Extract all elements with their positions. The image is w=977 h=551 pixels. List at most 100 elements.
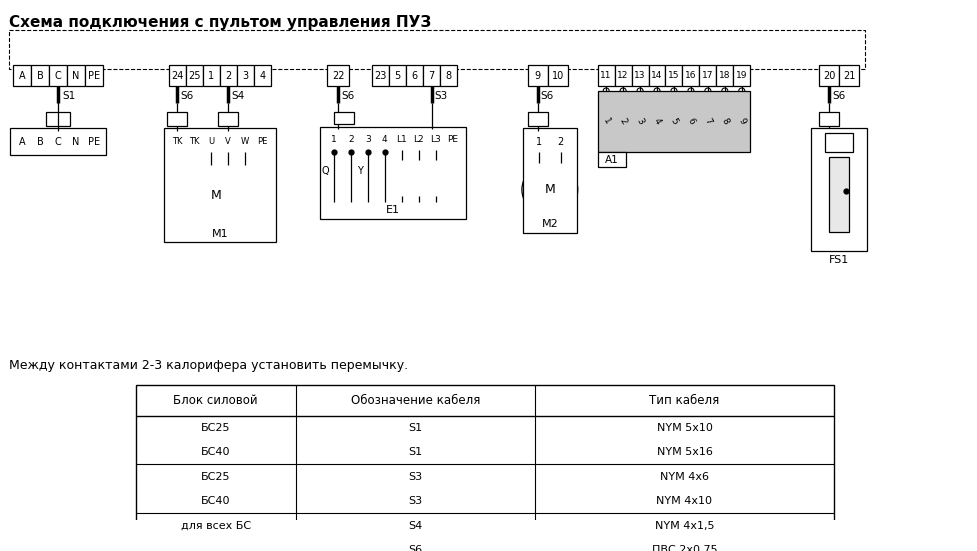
Text: B: B [37,137,44,147]
Bar [631,66,648,86]
Bar [423,66,440,86]
Text: 9: 9 [534,71,540,81]
Text: 1: 1 [208,71,214,81]
Text: 5: 5 [668,117,679,126]
Text: 2: 2 [617,117,628,126]
Text: 5: 5 [395,71,401,81]
Bar [220,66,236,86]
Text: B: B [37,71,44,81]
Text: 25: 25 [188,71,200,81]
Text: 19: 19 [736,71,746,80]
Text: 7: 7 [701,117,712,126]
Text: S4: S4 [407,521,422,531]
Text: M: M [211,189,222,202]
Bar [528,131,549,152]
Text: E1: E1 [386,206,400,215]
Text: 22: 22 [332,71,344,81]
Text: Между контактами 2-3 калорифера установить перемычку.: Между контактами 2-3 калорифера установи… [10,359,408,372]
Bar [253,131,271,152]
Bar [85,131,103,152]
Text: PE: PE [88,71,100,81]
Text: N: N [72,71,80,81]
Bar [828,156,848,232]
Bar [202,131,220,152]
Bar [597,66,614,86]
Text: S1: S1 [407,447,422,457]
Text: L2: L2 [413,135,424,144]
Text: 2: 2 [348,135,354,144]
Bar [825,133,852,152]
Bar [429,159,442,196]
Bar [325,129,342,150]
Text: S3: S3 [434,90,447,100]
Text: 4: 4 [259,71,265,81]
Bar [320,127,466,219]
Text: 12: 12 [616,71,628,80]
Text: S1: S1 [63,90,75,100]
Bar [393,129,409,150]
Text: 13: 13 [634,71,645,80]
Text: 6: 6 [685,117,696,126]
Bar [202,66,220,86]
Text: 4: 4 [651,117,661,126]
Text: PE: PE [257,137,267,146]
Text: 8: 8 [446,71,451,81]
Bar [549,131,572,152]
Text: Y: Y [357,166,362,176]
Text: L1: L1 [396,135,406,144]
Bar [838,66,858,86]
Text: БС40: БС40 [201,496,231,506]
Text: БС40: БС40 [201,447,231,457]
Text: 4: 4 [382,135,387,144]
Bar [327,66,349,86]
Bar [547,66,568,86]
Bar [220,131,236,152]
Text: W: W [240,137,249,146]
Text: Q: Q [321,166,328,176]
Bar [427,129,444,150]
Text: S6: S6 [407,545,422,551]
Text: M: M [544,183,555,196]
Text: 6: 6 [411,71,417,81]
Bar [67,131,85,152]
Text: NYM 4х10: NYM 4х10 [656,496,711,506]
Text: NYM 4х6: NYM 4х6 [659,472,708,482]
Bar [49,66,67,86]
Bar [186,131,202,152]
Text: 21: 21 [842,71,854,81]
Bar [49,131,67,152]
Text: S6: S6 [341,90,355,100]
Text: C: C [55,71,62,81]
Bar [412,159,424,196]
Text: S4: S4 [231,90,244,100]
Text: 10: 10 [551,71,564,81]
Text: БС25: БС25 [201,423,231,433]
Bar [14,66,31,86]
Text: S6: S6 [831,90,844,100]
Text: FS1: FS1 [828,255,848,265]
Text: 16: 16 [685,71,696,80]
Bar [169,131,186,152]
Text: 2: 2 [225,71,232,81]
Bar [528,66,547,86]
Bar [164,128,276,242]
Text: 20: 20 [822,71,834,81]
Bar [597,91,749,152]
Bar [648,66,664,86]
Bar [67,66,85,86]
Text: 7: 7 [428,71,435,81]
Text: 8: 8 [719,117,730,126]
Text: S3: S3 [407,472,422,482]
Bar [253,66,271,86]
Text: Схема подключения с пультом управления ПУЗ: Схема подключения с пультом управления П… [10,14,431,30]
Text: M2: M2 [541,219,558,229]
Text: 14: 14 [651,71,662,80]
Bar [523,128,576,233]
Text: S3: S3 [407,496,422,506]
Text: 3: 3 [634,117,645,126]
Bar [14,131,31,152]
Text: 18: 18 [718,71,730,80]
Bar [85,66,103,86]
Text: PE: PE [446,135,457,144]
Bar [405,66,423,86]
